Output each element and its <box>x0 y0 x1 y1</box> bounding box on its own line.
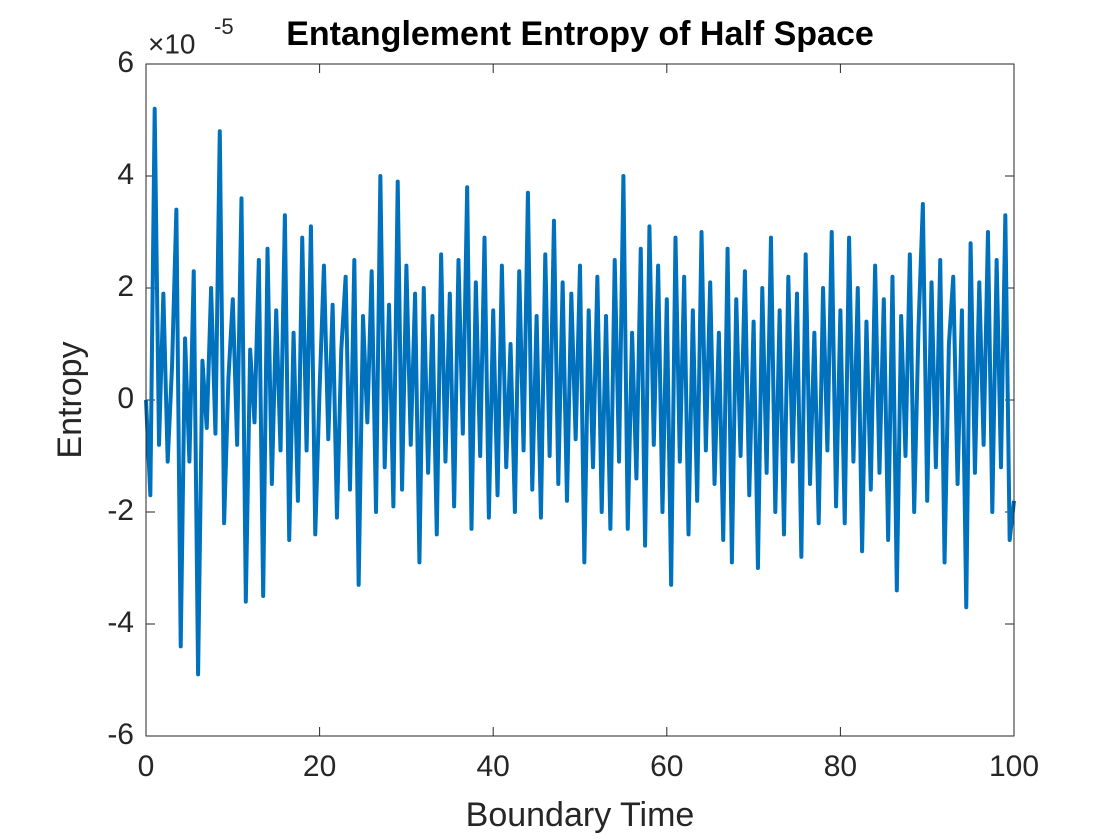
data-line <box>144 106 1016 677</box>
y-tick-label: 0 <box>117 382 134 415</box>
y-tick-label: 6 <box>117 46 134 79</box>
y-tick-label: -6 <box>107 718 134 751</box>
y-tick-label: -2 <box>107 494 134 527</box>
x-tick-label: 60 <box>650 750 683 783</box>
x-axis-label: Boundary Time <box>466 796 695 834</box>
x-tick-label: 80 <box>824 750 857 783</box>
x-tick-label: 40 <box>477 750 510 783</box>
y-tick-label: 4 <box>117 158 134 191</box>
plot-frame <box>145 63 1015 737</box>
x-tick-label: 20 <box>303 750 336 783</box>
chart-title: Entanglement Entropy of Half Space <box>286 15 874 53</box>
x-tick-label: 0 <box>138 750 155 783</box>
y-axis-label: Entropy <box>51 341 89 458</box>
y-exponent-power: -5 <box>214 14 234 39</box>
y-exponent-base: ×10 <box>148 28 196 59</box>
x-tick-label: 100 <box>989 750 1039 783</box>
y-tick-label: 2 <box>117 270 134 303</box>
y-tick-label: -4 <box>107 606 134 639</box>
